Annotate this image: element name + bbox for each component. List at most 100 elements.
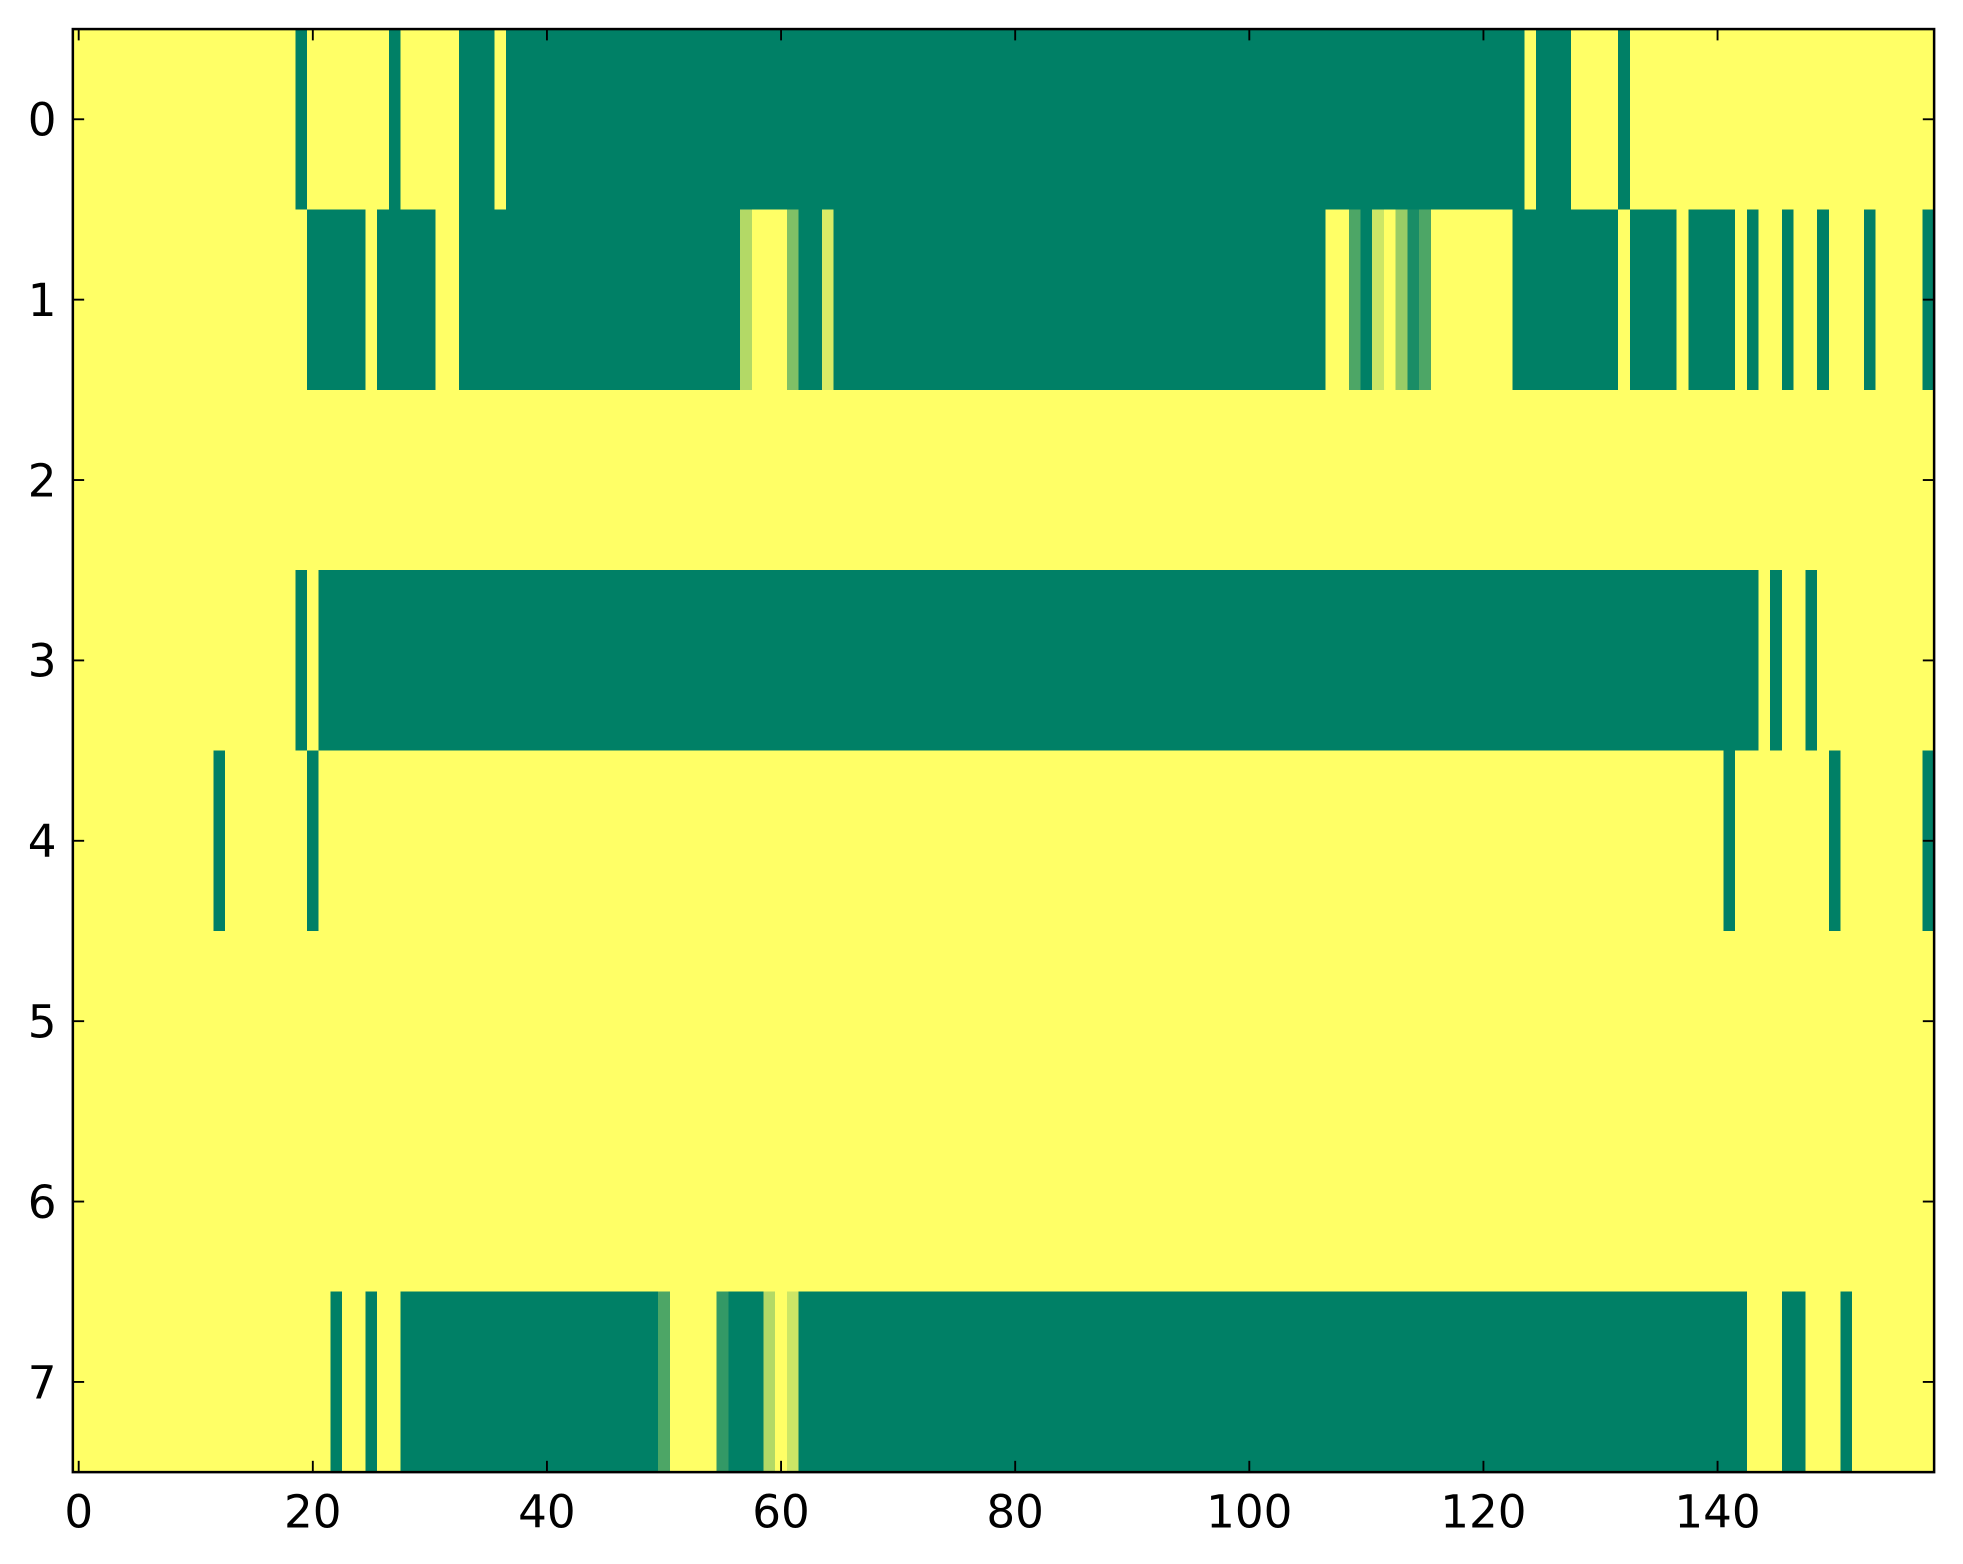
cell bbox=[201, 570, 214, 751]
cell bbox=[1079, 750, 1092, 932]
cell bbox=[424, 209, 437, 391]
cell bbox=[1161, 1111, 1174, 1293]
cell bbox=[1887, 29, 1900, 210]
cell bbox=[1582, 750, 1596, 932]
cell bbox=[505, 1291, 519, 1473]
cell bbox=[470, 1291, 483, 1473]
cell bbox=[1161, 570, 1174, 751]
cell bbox=[1664, 1291, 1677, 1473]
cell bbox=[1091, 750, 1104, 932]
cell bbox=[1301, 570, 1315, 751]
cell bbox=[997, 29, 1010, 210]
cell bbox=[1547, 29, 1560, 210]
cell bbox=[693, 209, 706, 391]
cell bbox=[576, 750, 589, 932]
cell bbox=[1817, 1111, 1830, 1293]
cell bbox=[681, 209, 694, 391]
cell bbox=[798, 930, 811, 1112]
cell bbox=[529, 750, 542, 932]
cell bbox=[1337, 1111, 1350, 1293]
cell bbox=[1641, 570, 1654, 751]
cell bbox=[1114, 930, 1127, 1112]
cell bbox=[1594, 1111, 1607, 1293]
cell bbox=[1758, 209, 1771, 391]
cell bbox=[880, 750, 893, 932]
cell bbox=[283, 389, 296, 571]
cell bbox=[424, 1111, 437, 1293]
cell bbox=[1699, 389, 1713, 571]
cell bbox=[1184, 930, 1198, 1112]
cell bbox=[1395, 1291, 1408, 1473]
cell bbox=[1419, 570, 1432, 751]
cell bbox=[903, 750, 917, 932]
cell bbox=[1407, 1291, 1420, 1473]
cell bbox=[1290, 570, 1303, 751]
cell bbox=[1395, 750, 1408, 932]
cell bbox=[786, 209, 799, 391]
cell bbox=[1442, 930, 1455, 1112]
cell bbox=[1032, 389, 1045, 571]
cell bbox=[669, 1111, 682, 1293]
cell bbox=[1875, 570, 1888, 751]
cell bbox=[681, 750, 694, 932]
cell bbox=[517, 930, 530, 1112]
cell bbox=[482, 1111, 495, 1293]
cell bbox=[1477, 29, 1490, 210]
cell bbox=[845, 930, 858, 1112]
cell bbox=[1512, 29, 1525, 210]
cell bbox=[96, 750, 109, 932]
cell bbox=[1887, 930, 1900, 1112]
cell bbox=[833, 750, 846, 932]
cell bbox=[201, 389, 214, 571]
cell bbox=[974, 1111, 987, 1293]
cell bbox=[833, 1291, 846, 1473]
cell bbox=[1793, 29, 1806, 210]
cell bbox=[810, 209, 823, 391]
cell bbox=[1594, 930, 1607, 1112]
cell bbox=[1243, 750, 1256, 932]
cell bbox=[1594, 29, 1607, 210]
cell bbox=[283, 209, 296, 391]
cell bbox=[1442, 1111, 1455, 1293]
cell bbox=[1758, 1291, 1771, 1473]
cell bbox=[974, 1291, 987, 1473]
cell bbox=[1629, 750, 1642, 932]
cell bbox=[587, 389, 600, 571]
cell bbox=[447, 209, 460, 391]
cell bbox=[810, 1111, 823, 1293]
cell bbox=[271, 570, 284, 751]
cell bbox=[260, 930, 273, 1112]
cell bbox=[1290, 1291, 1303, 1473]
cell bbox=[1711, 570, 1724, 751]
cell bbox=[225, 1111, 238, 1293]
cell bbox=[1220, 930, 1233, 1112]
cell bbox=[1372, 570, 1385, 751]
cell bbox=[716, 1111, 729, 1293]
cell bbox=[587, 209, 600, 391]
cell bbox=[1337, 750, 1350, 932]
cell bbox=[1301, 1291, 1315, 1473]
cell bbox=[1536, 750, 1549, 932]
cell bbox=[1559, 930, 1572, 1112]
cell bbox=[318, 1291, 331, 1473]
cell bbox=[1536, 1291, 1549, 1473]
cell bbox=[517, 209, 530, 391]
cell bbox=[295, 930, 308, 1112]
x-tick-label: 120 bbox=[1440, 1485, 1526, 1538]
cell bbox=[1348, 1291, 1361, 1473]
cell bbox=[1699, 1291, 1713, 1473]
cell bbox=[1547, 750, 1560, 932]
cell bbox=[552, 389, 565, 571]
cell bbox=[1571, 209, 1584, 391]
cell bbox=[669, 29, 682, 210]
cell bbox=[1711, 209, 1724, 391]
cell bbox=[704, 1291, 718, 1473]
cell bbox=[1337, 209, 1350, 391]
cell bbox=[1489, 389, 1502, 571]
cell bbox=[1301, 1111, 1315, 1293]
cell bbox=[1149, 1111, 1162, 1293]
cell bbox=[1758, 750, 1771, 932]
cell bbox=[1009, 209, 1022, 391]
cell bbox=[1231, 1111, 1244, 1293]
cell bbox=[552, 209, 565, 391]
